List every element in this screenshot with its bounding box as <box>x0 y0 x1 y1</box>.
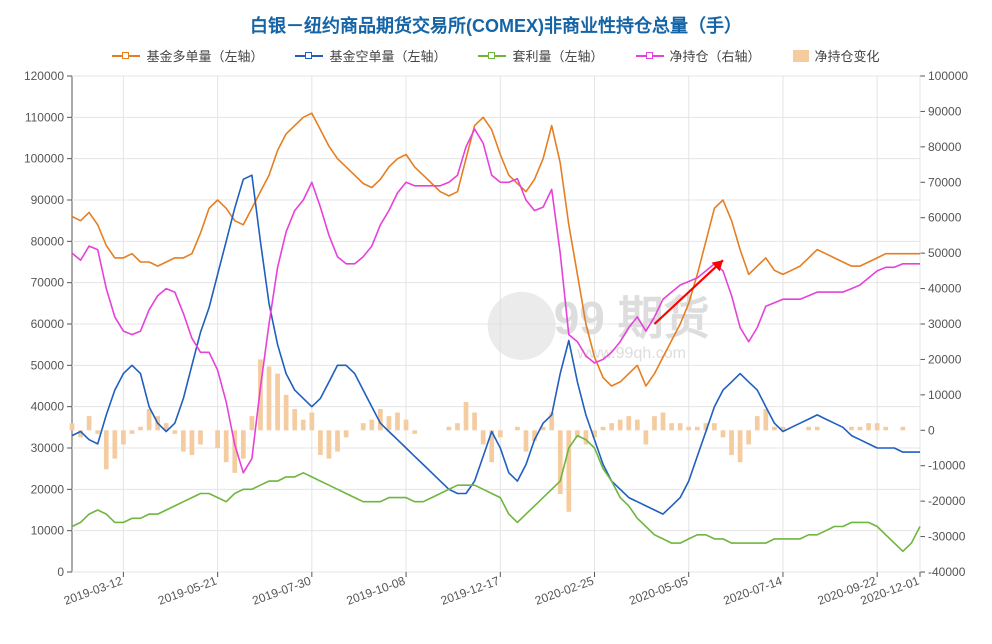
svg-text:60000: 60000 <box>31 317 65 331</box>
legend-swatch <box>295 55 323 57</box>
svg-text:0: 0 <box>928 423 935 437</box>
legend: 基金多单量（左轴） 基金空单量（左轴） 套利量（左轴） 净持仓（右轴） 净持仓变化 <box>0 46 992 71</box>
svg-text:70000: 70000 <box>928 175 962 189</box>
legend-item: 净持仓变化 <box>793 46 880 65</box>
legend-label: 套利量（左轴） <box>512 46 603 65</box>
svg-text:2019-12-17: 2019-12-17 <box>439 574 502 608</box>
svg-text:20000: 20000 <box>31 482 65 496</box>
svg-text:100000: 100000 <box>24 152 64 166</box>
svg-text:0: 0 <box>57 565 64 579</box>
svg-text:60000: 60000 <box>928 211 962 225</box>
legend-item: 净持仓（右轴） <box>636 46 761 65</box>
svg-text:80000: 80000 <box>31 234 65 248</box>
svg-text:10000: 10000 <box>31 524 65 538</box>
legend-item: 套利量（左轴） <box>478 46 603 65</box>
svg-text:80000: 80000 <box>928 140 962 154</box>
svg-text:40000: 40000 <box>31 400 65 414</box>
svg-text:50000: 50000 <box>31 358 65 372</box>
svg-text:-20000: -20000 <box>928 494 966 508</box>
svg-text:2020-05-05: 2020-05-05 <box>627 574 690 608</box>
svg-text:2019-05-21: 2019-05-21 <box>156 574 219 608</box>
legend-item: 基金空单量（左轴） <box>295 46 446 65</box>
chart-title: 白银－纽约商品期货交易所(COMEX)非商业性持仓总量（手） <box>0 0 992 46</box>
svg-text:100000: 100000 <box>928 70 968 83</box>
legend-swatch <box>793 50 809 62</box>
svg-text:-10000: -10000 <box>928 459 966 473</box>
svg-text:30000: 30000 <box>928 317 962 331</box>
svg-text:110000: 110000 <box>25 110 64 124</box>
svg-text:50000: 50000 <box>928 246 962 260</box>
legend-swatch <box>112 55 140 57</box>
legend-label: 基金多单量（左轴） <box>146 46 263 65</box>
svg-text:40000: 40000 <box>928 282 962 296</box>
svg-text:20000: 20000 <box>928 352 962 366</box>
chart-area: 0 10000 20000 30000 40000 50000 60000 70000 8000… <box>10 70 982 630</box>
legend-label: 净持仓变化 <box>815 46 880 65</box>
svg-text:2019-03-12: 2019-03-12 <box>62 574 125 608</box>
svg-text:-30000: -30000 <box>928 530 966 544</box>
svg-text:2019-07-30: 2019-07-30 <box>250 574 313 608</box>
svg-text:-40000: -40000 <box>928 565 966 579</box>
svg-text:2020-02-25: 2020-02-25 <box>533 574 596 608</box>
legend-label: 净持仓（右轴） <box>670 46 761 65</box>
legend-item: 基金多单量（左轴） <box>112 46 263 65</box>
svg-text:2019-10-08: 2019-10-08 <box>345 574 408 608</box>
svg-text:70000: 70000 <box>31 276 65 290</box>
svg-text:90000: 90000 <box>928 104 962 118</box>
legend-label: 基金空单量（左轴） <box>329 46 446 65</box>
svg-text:2020-07-14: 2020-07-14 <box>721 574 784 608</box>
svg-text:10000: 10000 <box>928 388 962 402</box>
chart-svg: 0 10000 20000 30000 40000 50000 60000 70000 8000… <box>10 70 982 630</box>
legend-swatch <box>478 55 506 57</box>
svg-text:30000: 30000 <box>31 441 65 455</box>
svg-text:90000: 90000 <box>31 193 65 207</box>
svg-text:99 期货: 99 期货 <box>554 292 710 344</box>
svg-text:120000: 120000 <box>24 70 64 83</box>
legend-swatch <box>636 55 664 57</box>
